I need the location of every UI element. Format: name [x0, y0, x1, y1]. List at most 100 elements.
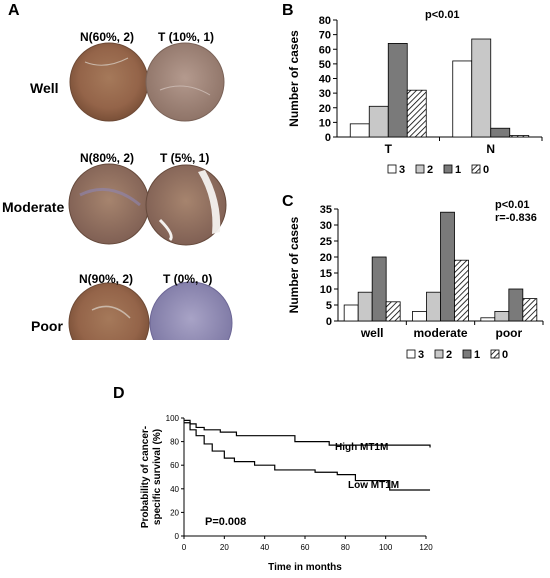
y-tick-label: 5	[326, 300, 332, 312]
normal-core-well	[69, 42, 149, 122]
y-tick-label: 10	[320, 284, 332, 296]
x-axis-label: Time in months	[268, 562, 342, 573]
y-tick-label: 35	[320, 204, 332, 216]
row-label-poor: Poor	[31, 318, 63, 334]
bar-T-1	[387, 43, 408, 138]
x-tick-label: 40	[260, 543, 269, 552]
legend-label-1: 1	[455, 164, 461, 176]
x-tick-label: well	[360, 326, 384, 340]
y-axis-label: Probability of cancer-	[140, 426, 151, 528]
bar-T-0	[406, 89, 427, 138]
y-tick-label: 100	[166, 414, 180, 423]
annotation-p-value: P=0.008	[205, 516, 246, 528]
y-tick-label: 40	[170, 485, 179, 494]
y-tick-label: 60	[170, 461, 179, 470]
tissue-cores	[68, 42, 233, 340]
tumor-core-label-poor: T (0%, 0)	[163, 272, 213, 286]
legend-swatch-0	[490, 349, 500, 359]
y-tick-label: 0	[175, 532, 180, 541]
x-tick-label: 120	[419, 543, 433, 552]
legend-swatch-2	[415, 164, 425, 174]
bar-N-0	[509, 135, 530, 138]
bar-N-3	[452, 60, 473, 138]
annotation: r=-0.836	[495, 212, 537, 224]
row-label-well: Well	[30, 80, 59, 96]
bar-well-1	[371, 256, 387, 322]
y-tick-label: 30	[319, 88, 331, 100]
bar-T-3	[349, 123, 370, 138]
y-tick-label: 15	[320, 268, 332, 280]
tumor-core-label-moderate: T (5%, 1)	[160, 151, 210, 165]
bar-poor-3	[480, 317, 496, 322]
x-tick-label: T	[385, 142, 393, 156]
annotation: p<0.01	[495, 199, 530, 211]
x-tick-label: 0	[182, 543, 187, 552]
series-label-high: High MT1M	[335, 442, 388, 453]
y-tick-label: 50	[319, 59, 331, 71]
survival-chart-d: 0 20 40 60 80 100 0 20 40 60 80 100 120 Time in month…	[140, 414, 433, 573]
bar-well-2	[357, 291, 373, 322]
bar-well-3	[343, 304, 359, 322]
y-tick-label: 80	[319, 15, 331, 27]
y-tick-label: 70	[319, 30, 331, 42]
bar-poor-0	[522, 298, 538, 322]
panel-letter-b: B	[282, 2, 294, 19]
tumor-core-well	[145, 42, 225, 122]
legend-label-0: 0	[483, 164, 489, 176]
y-tick-label: 25	[320, 236, 332, 248]
x-tick-label: moderate	[413, 326, 467, 340]
bar-poor-2	[494, 311, 510, 322]
bar-well-0	[385, 301, 401, 322]
tumor-core-label-well: T (10%, 1)	[158, 30, 215, 44]
bar-N-1	[490, 127, 511, 138]
bar-T-2	[368, 105, 389, 138]
tumor-core-poor	[149, 281, 233, 340]
y-tick-label: 80	[170, 438, 179, 447]
series-label-low: Low MT1M	[348, 480, 399, 491]
x-tick-label: poor	[495, 326, 522, 340]
y-tick-label: 20	[319, 103, 331, 115]
x-tick-label: 80	[341, 543, 350, 552]
legend-label-2: 2	[427, 164, 433, 176]
annotation: p<0.01	[425, 9, 460, 21]
panel-letter-c: C	[282, 193, 294, 210]
y-tick-label: 0	[325, 132, 331, 144]
normal-core-poor	[68, 282, 150, 340]
legend-swatch-0	[471, 164, 481, 174]
normal-core-label-moderate: N(80%, 2)	[80, 151, 135, 165]
legend-label-1: 1	[474, 349, 480, 361]
y-tick-label: 60	[319, 44, 331, 56]
legend-label-0: 0	[502, 349, 508, 361]
bar-moderate-2	[426, 291, 441, 322]
x-tick-label: 60	[301, 543, 310, 552]
legend-label-3: 3	[418, 349, 424, 361]
legend-swatch-2	[434, 349, 444, 359]
panel-letter-a: A	[8, 2, 20, 19]
y-tick-label: 30	[320, 220, 332, 232]
normal-core-label-poor: N(90%, 2)	[79, 272, 134, 286]
bar-moderate-1	[440, 211, 455, 322]
bar-N-2	[471, 38, 492, 138]
row-label-moderate: Moderate	[2, 199, 65, 215]
y-axis-label: Number of cases	[287, 30, 301, 127]
legend-swatch-3	[406, 349, 416, 359]
y-tick-label: 0	[326, 316, 332, 328]
legend-swatch-1	[443, 164, 453, 174]
legend-swatch-3	[387, 164, 397, 174]
x-tick-label: N	[486, 142, 495, 156]
normal-core-label-well: N(60%, 2)	[80, 30, 135, 44]
legend-label-3: 3	[399, 164, 405, 176]
y-tick-label: 20	[170, 508, 179, 517]
legend-label-2: 2	[446, 349, 452, 361]
y-tick-label: 10	[319, 117, 331, 129]
y-tick-label: 20	[320, 252, 332, 264]
bar-poor-1	[508, 288, 524, 322]
bar-moderate-3	[412, 311, 427, 322]
x-tick-label: 20	[220, 543, 229, 552]
y-tick-label: 40	[319, 74, 331, 86]
x-tick-label: 100	[379, 543, 393, 552]
y-axis-label: specific survival (%)	[152, 429, 163, 525]
survival-curve-low	[184, 422, 431, 491]
